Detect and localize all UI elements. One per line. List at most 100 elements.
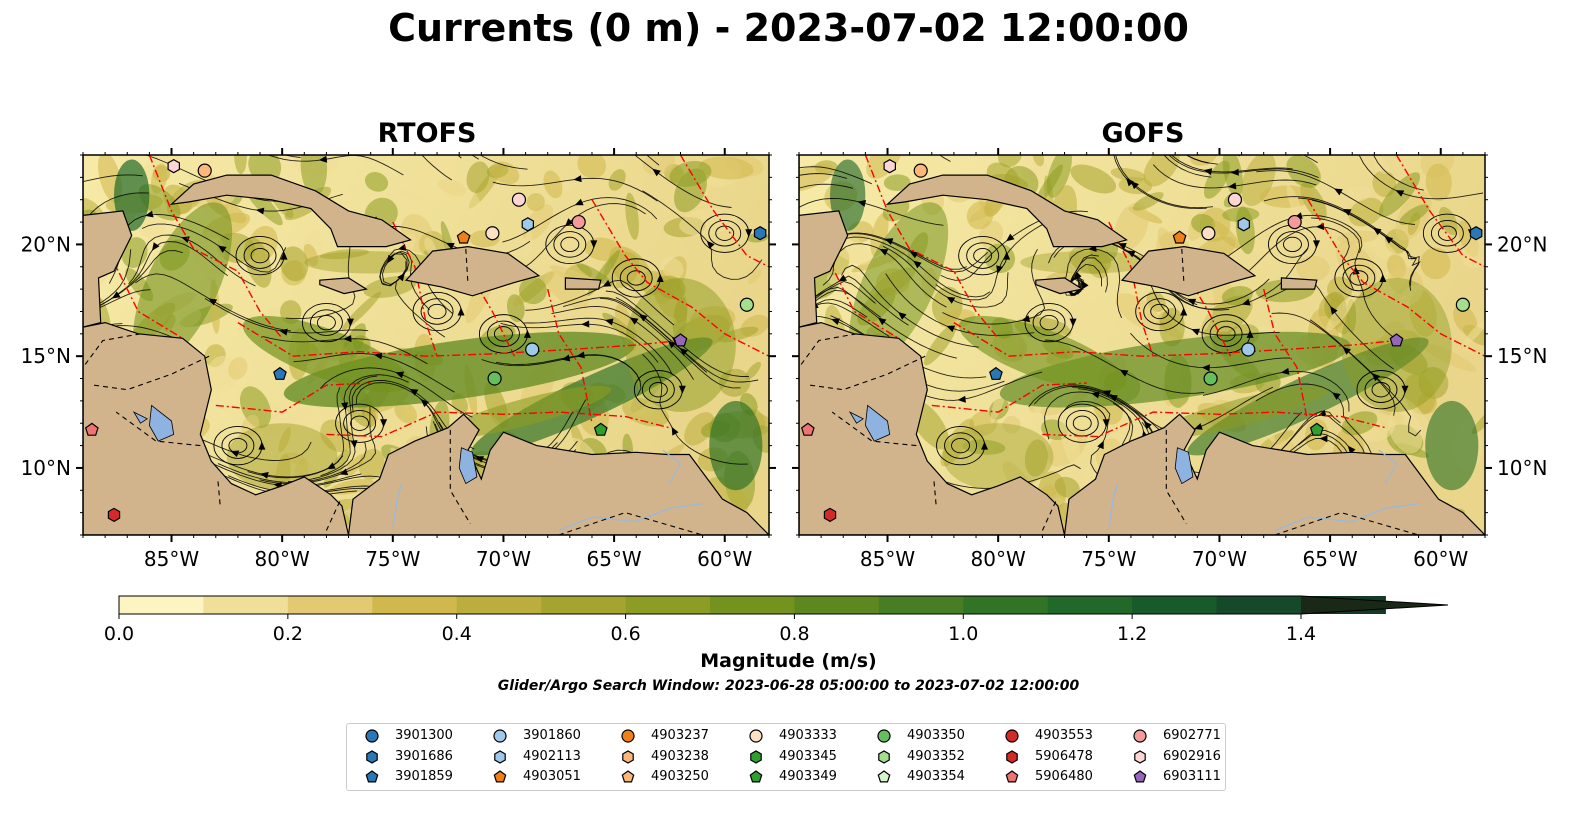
- legend-label: 4902113: [523, 748, 581, 764]
- float-markers: [800, 159, 1483, 523]
- legend-marker: [1005, 729, 1019, 743]
- colorbar-segment: [119, 596, 204, 614]
- float-marker: [521, 217, 535, 232]
- legend-marker: [877, 729, 891, 743]
- legend-label: 6902916: [1163, 748, 1221, 764]
- float-marker: [273, 366, 287, 380]
- float-marker: [167, 159, 180, 174]
- lon-tick-label: 75°W: [1081, 547, 1136, 571]
- legend-label: 4903250: [651, 769, 709, 784]
- legend-label: 4903051: [523, 769, 581, 784]
- float-marker: [989, 366, 1003, 380]
- colorbar-segment: [625, 596, 711, 614]
- legend-marker: [1005, 770, 1019, 783]
- pentagon-marker-icon: [1005, 770, 1019, 783]
- eez-boundaries: [104, 155, 769, 438]
- colorbar-segment: [456, 596, 542, 614]
- lat-tick-label: 15°N: [21, 344, 71, 368]
- colorbar-tick-label: 1.0: [948, 623, 978, 645]
- colorbar-tick-label: 0.8: [779, 623, 809, 645]
- legend-marker: [494, 749, 506, 764]
- legend-marker: [1134, 749, 1146, 764]
- lon-tick-label: 85°W: [860, 547, 915, 571]
- circle-marker-icon: [493, 729, 507, 743]
- hexagon-marker-icon: [366, 749, 378, 764]
- float-marker: [1241, 342, 1256, 357]
- lon-tick-label: 60°W: [697, 547, 752, 571]
- map-ticks: 85°W 80°W 75°W 70°W 65°W 60°W 20°N 15°N 10°N: [792, 148, 1547, 571]
- colorbar-tick-label: 0.2: [273, 623, 303, 645]
- colorbar-segment: [794, 596, 880, 614]
- circle-marker-icon: [621, 729, 635, 743]
- legend-label: 4903238: [651, 748, 709, 764]
- pentagon-marker-icon: [877, 770, 891, 783]
- float-marker: [84, 422, 99, 436]
- map-frame: [798, 154, 1486, 536]
- lat-tick-label: 10°N: [1497, 456, 1547, 480]
- lat-tick-label: 20°N: [1497, 232, 1547, 256]
- float-marker: [197, 163, 212, 178]
- lat-tick-label: 15°N: [1497, 344, 1547, 368]
- map-panel-rtofs: 85°W 80°W 75°W 70°W 65°W 60°W 20°N 15°N 10°N: [21, 148, 776, 571]
- pentagon-marker-icon: [749, 770, 763, 783]
- map-panel-gofs: 85°W 80°W 75°W 70°W 65°W 60°W 20°N 15°N 10°N: [792, 148, 1547, 571]
- hexagon-marker-icon: [494, 749, 506, 764]
- legend-label: 4903354: [907, 769, 965, 784]
- legend-label: 5906478: [1035, 748, 1093, 764]
- panel-title-gofs: GOFS: [1101, 118, 1185, 149]
- colorbar-tick-label: 1.4: [1286, 623, 1316, 645]
- colorbar-tick-label: 0.0: [104, 623, 134, 645]
- circle-marker-icon: [1005, 729, 1019, 743]
- legend-marker: [1006, 749, 1018, 764]
- legend-marker: [877, 770, 891, 783]
- search-window-subtitle: Glider/Argo Search Window: 2023-06-28 05…: [497, 678, 1080, 694]
- legend-marker: [621, 729, 635, 743]
- eez-boundaries: [820, 155, 1485, 438]
- legend-label: 3901300: [395, 728, 453, 743]
- colorbar-tick-label: 0.6: [610, 623, 640, 645]
- float-marker: [571, 214, 586, 230]
- float-marker: [485, 226, 500, 241]
- colorbar-title: Magnitude (m/s): [700, 650, 877, 672]
- float-marker: [107, 507, 121, 523]
- legend-marker: [1133, 729, 1147, 743]
- float-marker: [673, 333, 688, 347]
- float-marker: [1287, 214, 1302, 230]
- legend-label: 3901860: [523, 728, 581, 743]
- map-frame: [82, 154, 770, 536]
- legend-label: 4903345: [779, 748, 837, 764]
- colorbar-segment: [287, 596, 373, 614]
- colorbar-segment: [1132, 596, 1218, 614]
- hexagon-marker-icon: [750, 749, 762, 764]
- lon-tick-label: 70°W: [1192, 547, 1247, 571]
- float-marker: [739, 297, 754, 312]
- legend-marker: [366, 749, 378, 764]
- float-markers: [84, 159, 767, 523]
- legend-marker: [749, 729, 763, 743]
- float-marker: [1201, 226, 1216, 241]
- legend-marker: [621, 770, 635, 783]
- float-marker: [883, 159, 897, 174]
- float-marker: [1172, 230, 1187, 244]
- legend-marker: [878, 749, 890, 764]
- colorbar-tick-label: 1.2: [1117, 623, 1147, 645]
- circle-marker-icon: [1133, 729, 1147, 743]
- legend-marker: [493, 729, 507, 743]
- lon-tick-label: 65°W: [1302, 547, 1357, 571]
- float-marker: [1309, 422, 1324, 436]
- legend-marker: [365, 729, 379, 743]
- legend-label: 6903111: [1163, 769, 1221, 784]
- circle-marker-icon: [749, 729, 763, 743]
- lon-tick-label: 80°W: [255, 547, 310, 571]
- colorbar-segment: [963, 596, 1049, 614]
- colorbar-extend-arrow: [1301, 596, 1448, 614]
- legend-marker: [365, 770, 379, 783]
- legend-marker: [750, 749, 762, 764]
- lon-tick-label: 80°W: [971, 547, 1026, 571]
- pentagon-marker-icon: [1133, 770, 1147, 783]
- hexagon-marker-icon: [1006, 749, 1018, 764]
- colorbar: 0.0 0.2 0.4 0.6 0.8 1.0 1.2 1.4: [104, 595, 1449, 645]
- float-marker: [511, 192, 527, 207]
- legend-label: 5906480: [1035, 769, 1093, 784]
